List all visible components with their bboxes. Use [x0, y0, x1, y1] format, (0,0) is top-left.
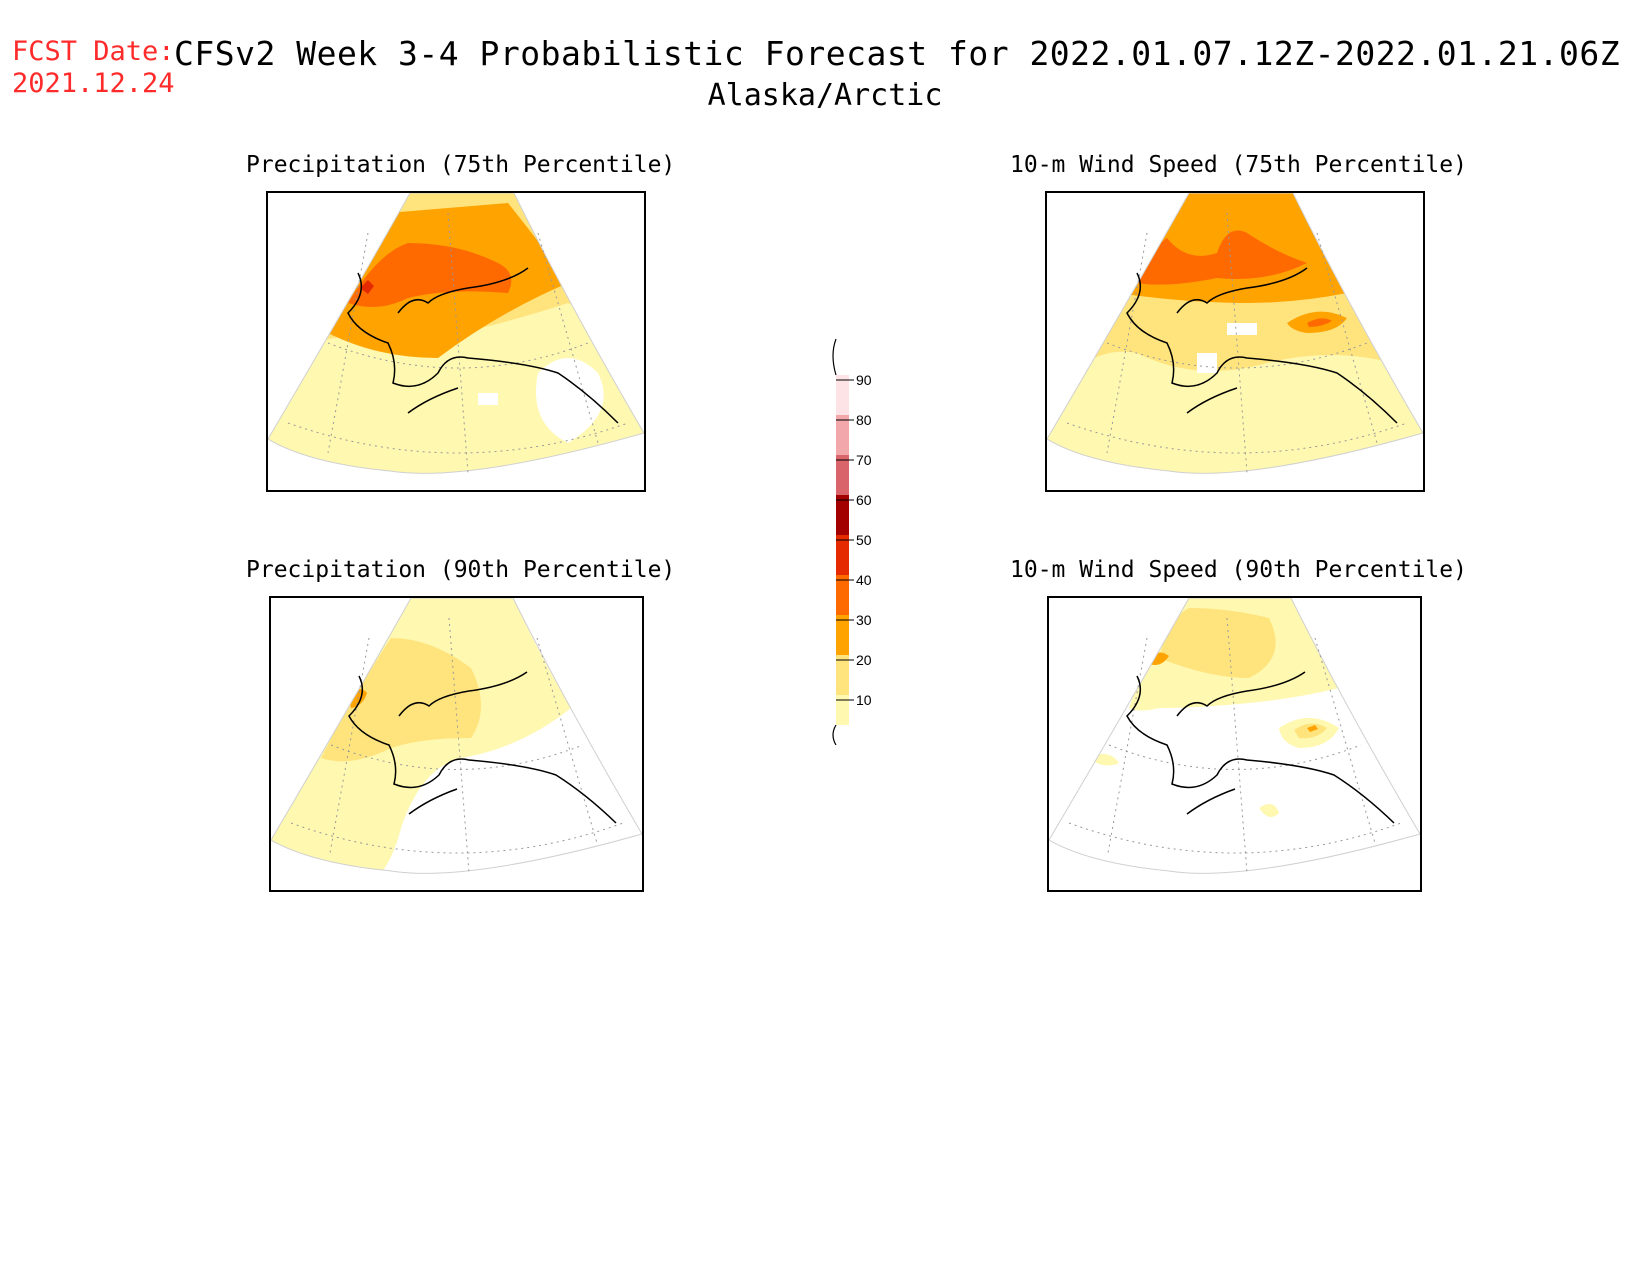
legend-swatch-50 — [836, 535, 849, 575]
legend-swatch-90 — [836, 375, 849, 415]
legend-swatch-80 — [836, 415, 849, 455]
wind-90-map — [1047, 596, 1422, 892]
color-legend: 90 80 70 60 50 40 30 20 10 — [826, 335, 896, 746]
precip-90-map — [269, 596, 644, 892]
precip-75-map — [266, 191, 646, 492]
region-subtitle: Alaska/Arctic — [707, 78, 943, 113]
legend-label-60: 60 — [856, 492, 872, 508]
legend-label-10: 10 — [856, 692, 872, 708]
legend-label-20: 20 — [856, 652, 872, 668]
wind-75-map — [1045, 191, 1425, 492]
legend-swatch-30 — [836, 615, 849, 655]
legend-top-cap — [832, 338, 837, 376]
wind-75-title: 10-m Wind Speed (75th Percentile) — [1010, 152, 1467, 178]
precip-90-title: Precipitation (90th Percentile) — [246, 557, 676, 583]
legend-swatch-70 — [836, 455, 849, 495]
legend-label-70: 70 — [856, 452, 872, 468]
legend-label-50: 50 — [856, 532, 872, 548]
legend-swatch-10 — [836, 695, 849, 725]
legend-label-30: 30 — [856, 612, 872, 628]
legend-label-40: 40 — [856, 572, 872, 588]
precip-75-title: Precipitation (75th Percentile) — [246, 152, 676, 178]
wind-90-title: 10-m Wind Speed (90th Percentile) — [1010, 557, 1467, 583]
legend-swatch-40 — [836, 575, 849, 615]
forecast-date-value: 2021.12.24 — [12, 68, 175, 99]
legend-swatch-20 — [836, 655, 849, 695]
page-title: CFSv2 Week 3-4 Probabilistic Forecast fo… — [174, 34, 1621, 73]
legend-swatch-60 — [836, 495, 849, 535]
legend-bottom-cap — [832, 724, 837, 746]
legend-label-90: 90 — [856, 372, 872, 388]
legend-label-80: 80 — [856, 412, 872, 428]
forecast-date-label: FCST Date: — [12, 36, 175, 67]
